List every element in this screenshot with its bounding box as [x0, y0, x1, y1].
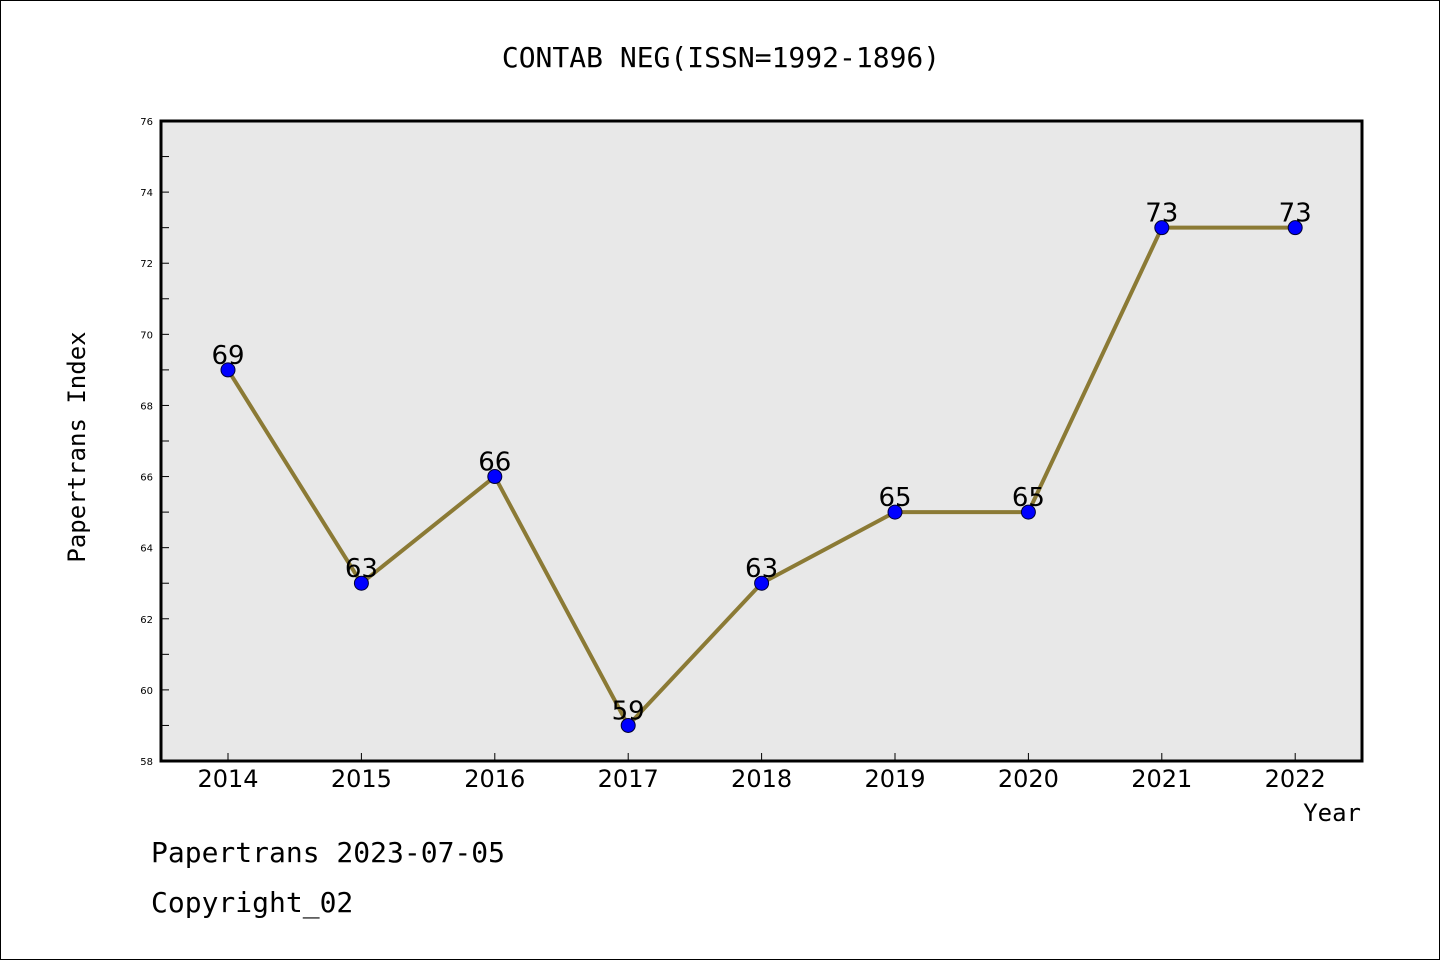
data-label: 65: [1012, 483, 1045, 513]
x-axis-label: Year: [1303, 799, 1361, 827]
data-labels: 69 63 66 59 63 65 65 73 73: [211, 199, 1311, 727]
data-label: 63: [745, 554, 778, 584]
x-axis-ticks: 2014 2015 2016 2017 2018 2019 2020 2021 2022: [197, 753, 1326, 793]
data-label: 59: [612, 696, 645, 726]
y-tick-label: 58: [140, 757, 153, 768]
x-tick-label: 2014: [197, 765, 258, 793]
y-tick-label: 70: [140, 330, 153, 341]
y-tick-label: 64: [140, 544, 153, 555]
plot-area: [161, 121, 1362, 761]
x-tick-label: 2017: [598, 765, 659, 793]
x-tick-label: 2022: [1265, 765, 1326, 793]
data-label: 73: [1279, 199, 1312, 229]
data-point: [487, 469, 503, 485]
x-tick-label: 2021: [1131, 765, 1192, 793]
data-label: 65: [878, 483, 911, 513]
x-tick-label: 2016: [464, 765, 525, 793]
y-axis-label: Papertrans Index: [63, 331, 91, 562]
data-point: [353, 575, 369, 591]
data-label: 66: [478, 448, 511, 478]
data-label: 63: [345, 554, 378, 584]
x-tick-label: 2020: [998, 765, 1059, 793]
y-tick-label: 72: [140, 259, 153, 270]
chart-title: CONTAB NEG(ISSN=1992-1896): [502, 41, 940, 74]
footer-date: Papertrans 2023-07-05: [151, 836, 506, 869]
y-tick-label: 66: [140, 473, 153, 484]
data-point: [620, 717, 636, 733]
data-point: [754, 575, 770, 591]
y-tick-label: 62: [140, 615, 153, 626]
x-tick-label: 2018: [731, 765, 792, 793]
y-tick-label: 76: [140, 117, 153, 128]
y-tick-label: 60: [140, 686, 153, 697]
y-axis-ticks: 58 60 62 64 66 68 70 72 74 76: [140, 117, 169, 768]
data-point: [887, 504, 903, 520]
y-tick-label: 68: [140, 401, 153, 412]
data-point: [220, 362, 236, 378]
data-label: 69: [211, 341, 244, 371]
x-tick-label: 2015: [331, 765, 392, 793]
footer-copyright: Copyright_02: [151, 886, 354, 919]
data-point: [1287, 220, 1303, 236]
x-tick-label: 2019: [864, 765, 925, 793]
data-label: 73: [1145, 199, 1178, 229]
data-markers: [220, 220, 1303, 733]
plot-border: [159, 119, 1364, 763]
data-point: [1020, 504, 1036, 520]
y-tick-label: 74: [140, 188, 153, 199]
data-point: [1154, 220, 1170, 236]
